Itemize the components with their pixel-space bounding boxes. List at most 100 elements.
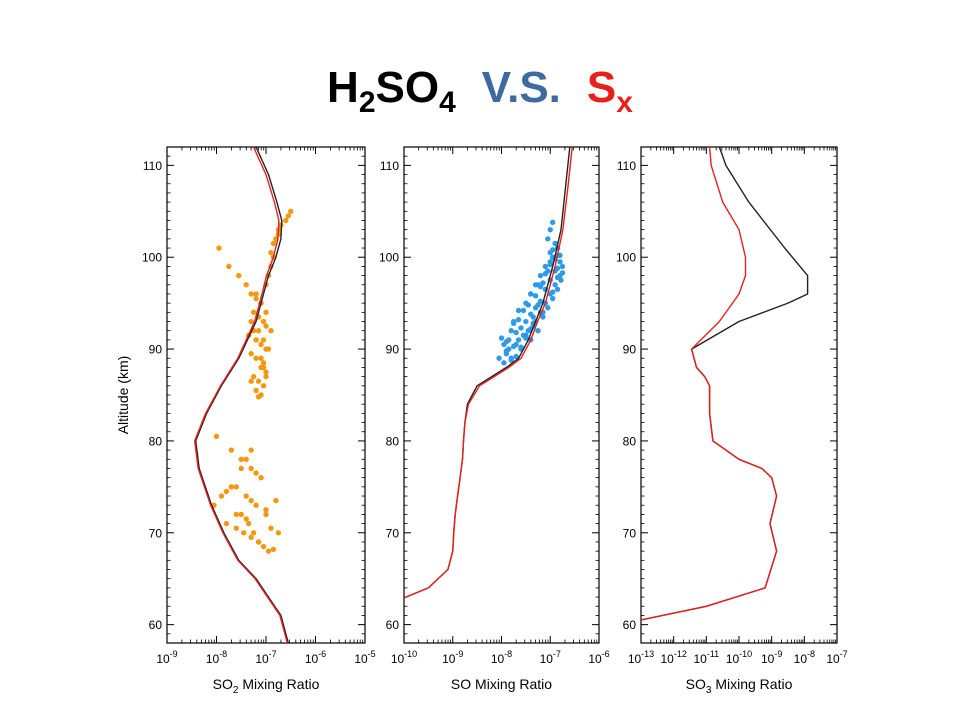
data-point	[537, 272, 544, 279]
y-tick-label: 90	[623, 343, 637, 357]
data-point	[542, 271, 549, 277]
data-point	[255, 328, 262, 334]
data-point	[530, 314, 536, 320]
data-point	[501, 360, 507, 366]
y-tick-label: 90	[386, 343, 400, 357]
data-point	[260, 337, 267, 343]
data-point	[554, 286, 561, 293]
data-point	[265, 548, 272, 554]
data-point	[243, 282, 249, 288]
data-point	[545, 305, 551, 311]
x-tick-label: 10-12	[660, 649, 686, 666]
title-h2so4: H2SO4	[327, 63, 456, 119]
data-point	[248, 378, 254, 384]
y-axis-label: Altitude (km)	[115, 356, 131, 435]
data-point	[549, 289, 556, 295]
series-line-red	[194, 147, 288, 643]
x-tick-label: 10-7	[540, 649, 561, 666]
data-point	[263, 309, 269, 316]
x-tick-label: 10-6	[305, 649, 326, 666]
y-tick-label: 80	[149, 434, 163, 448]
data-point	[496, 355, 502, 361]
data-point	[238, 465, 244, 472]
data-point	[253, 291, 259, 297]
data-point	[255, 394, 262, 400]
data-point	[518, 325, 524, 331]
data-point	[518, 344, 524, 350]
data-point	[549, 219, 556, 226]
data-point	[233, 484, 239, 490]
panel-so: 10-10 10-9 10-8 10-7 10-6 60 70 80 90 100 110 SO Mi…	[379, 146, 610, 692]
data-point	[498, 335, 505, 341]
data-point	[255, 378, 262, 384]
data-point	[523, 300, 529, 306]
x-tick-label: 10-9	[156, 649, 177, 666]
data-point	[515, 316, 522, 323]
data-point	[260, 360, 267, 366]
y-tick-label: 70	[386, 526, 400, 540]
x-tick-label: 10-7	[826, 649, 847, 666]
data-point	[223, 520, 230, 527]
data-point	[535, 302, 541, 308]
data-point	[263, 373, 269, 380]
data-point	[528, 291, 534, 297]
data-point	[255, 539, 262, 545]
data-point	[268, 328, 274, 334]
slide-title: H2SO4 V.S. Sx	[0, 58, 960, 118]
data-point	[236, 272, 242, 279]
data-point	[283, 217, 289, 224]
data-point	[510, 318, 517, 325]
data-point	[554, 274, 561, 281]
x-tick-label: 10-9	[761, 649, 782, 666]
data-point	[503, 348, 510, 354]
data-point	[248, 534, 254, 541]
data-point	[248, 497, 254, 504]
data-point	[542, 263, 549, 270]
data-point	[545, 236, 551, 242]
plot-area	[641, 147, 809, 621]
x-tick-label: 10-11	[693, 649, 719, 666]
data-point	[253, 337, 259, 343]
data-point	[226, 263, 232, 270]
plot-frame	[166, 146, 366, 644]
data-point	[554, 265, 561, 271]
data-point	[503, 339, 510, 345]
plot-area	[404, 147, 573, 599]
data-point	[248, 318, 254, 325]
data-point	[270, 546, 277, 553]
data-point	[552, 282, 558, 288]
data-point	[508, 357, 514, 363]
data-point	[288, 208, 294, 214]
x-tick-label: 10-6	[588, 649, 609, 666]
data-point	[250, 309, 257, 316]
x-tick-label: 10-5	[354, 649, 375, 666]
data-point	[260, 543, 267, 550]
data-point	[523, 318, 529, 325]
data-point	[245, 520, 252, 527]
plot-area	[194, 147, 294, 643]
series-line-red	[404, 147, 573, 599]
y-tick-label: 90	[149, 343, 163, 357]
y-tick-label: 110	[143, 159, 162, 173]
series-line-black	[641, 147, 809, 621]
data-point	[547, 226, 553, 233]
panel-so2: 10-9 10-8 10-7 10-6 10-5 60 70 80 90 100 110 SO2 Mi…	[115, 146, 376, 696]
data-point	[263, 346, 269, 352]
data-point	[253, 470, 259, 476]
data-point	[513, 329, 519, 336]
x-tick-label: 10-13	[628, 649, 654, 666]
data-point	[253, 387, 259, 394]
data-point	[535, 328, 541, 334]
x-tick-label: 10-7	[255, 649, 276, 666]
data-point	[263, 507, 269, 513]
series-line-red	[641, 147, 778, 621]
data-point	[260, 364, 267, 371]
data-point	[243, 516, 249, 522]
data-point	[213, 433, 220, 440]
data-point	[552, 240, 558, 247]
data-point	[250, 530, 257, 536]
data-point	[248, 447, 254, 453]
data-point	[270, 240, 277, 247]
data-point	[223, 488, 230, 495]
